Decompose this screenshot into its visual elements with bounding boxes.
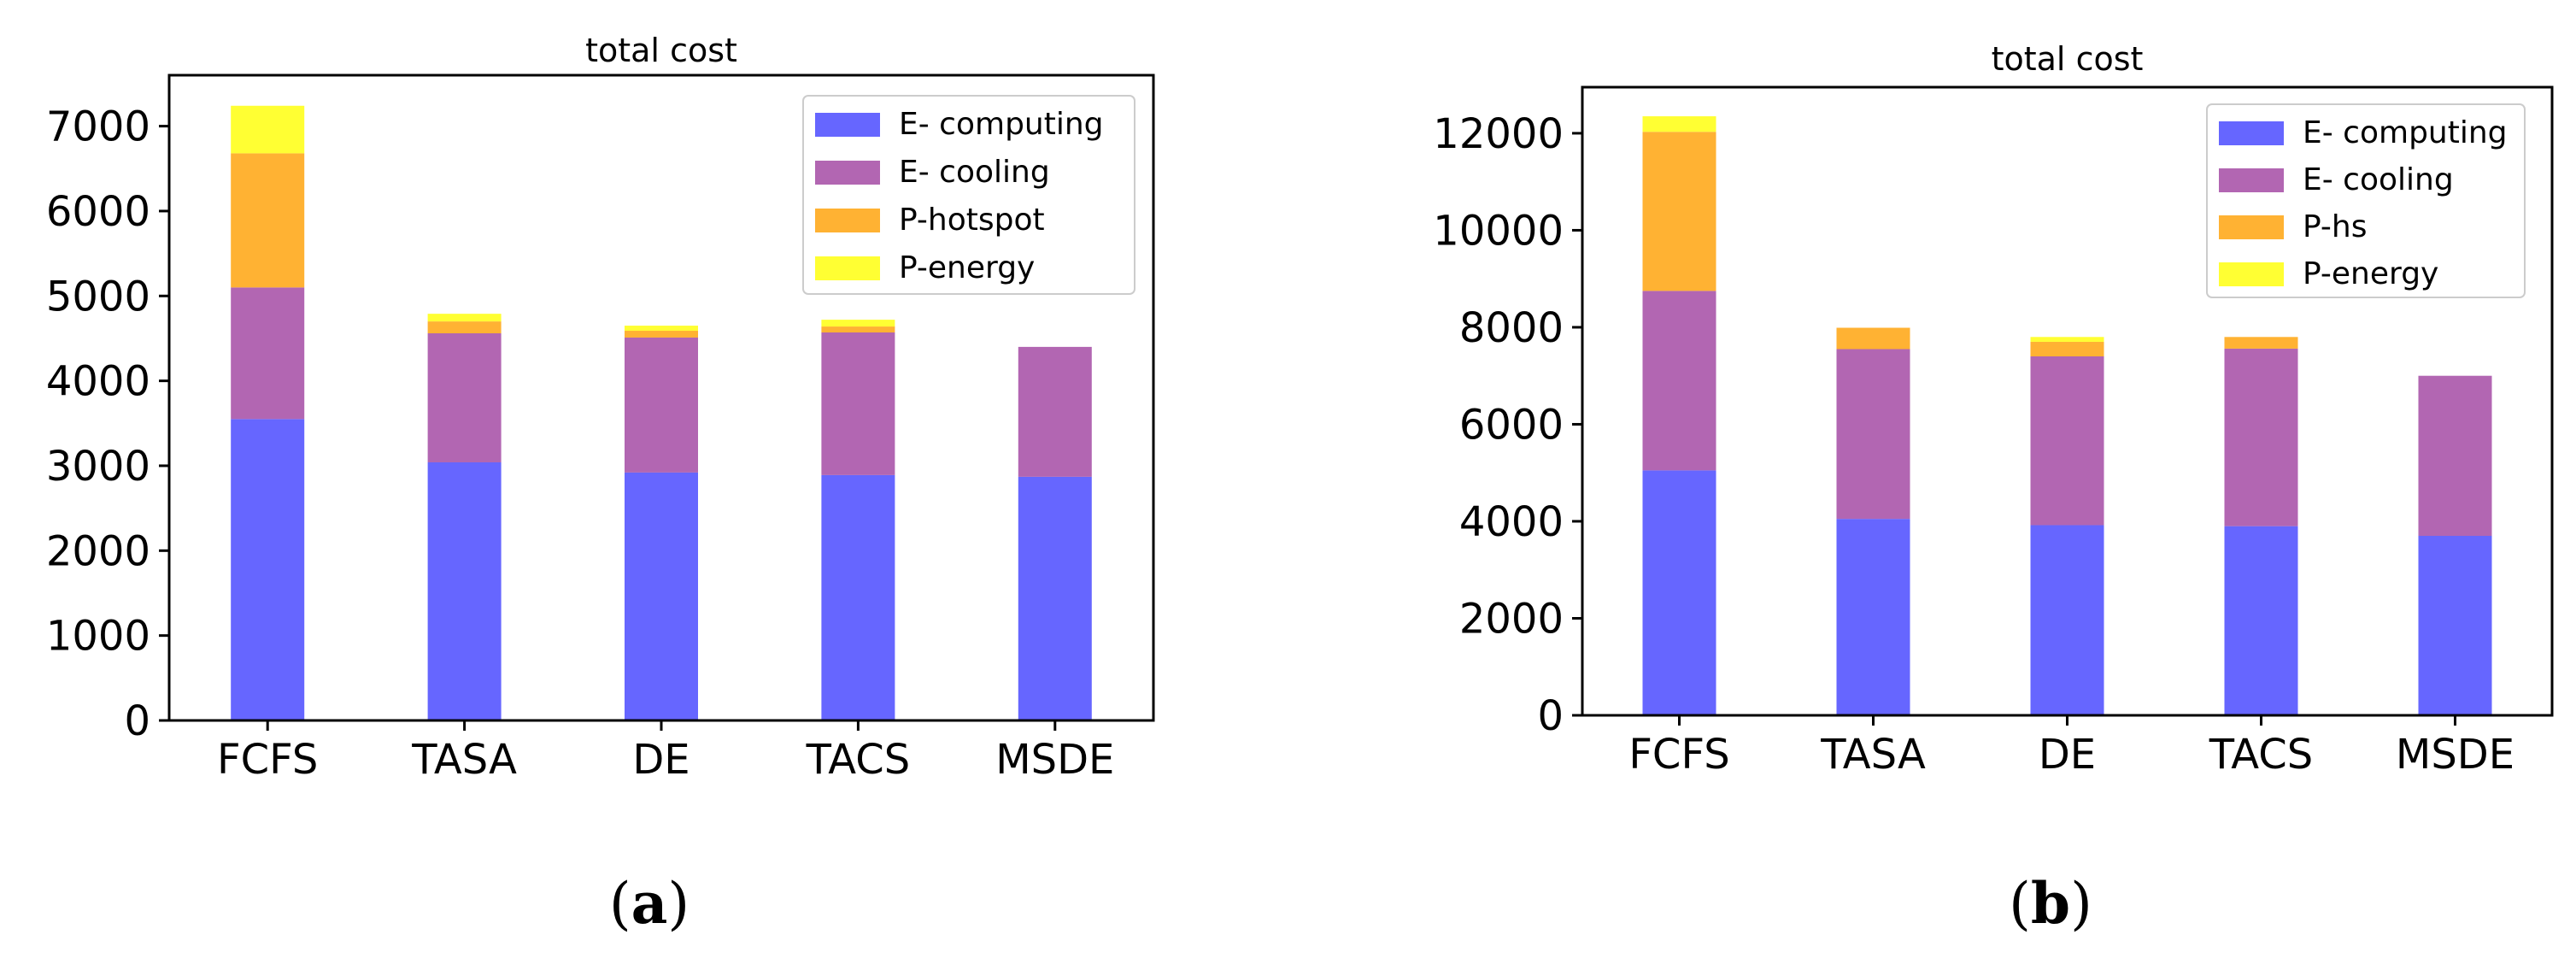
bar-tasa-e-cooling <box>1836 349 1910 520</box>
panel-label-open-paren: ( <box>609 871 631 937</box>
legend-label: E- cooling <box>2303 162 2454 197</box>
y-tick-label: 2000 <box>46 527 150 575</box>
bar-msde-e-computing <box>2418 536 2492 715</box>
y-tick-label: 7000 <box>46 103 150 151</box>
legend-label: P-energy <box>899 250 1035 285</box>
legend-label: E- cooling <box>899 155 1050 190</box>
x-tick-label-tacs: TACS <box>2209 731 2314 779</box>
legend-swatch <box>2219 121 2284 145</box>
x-tick-label-fcfs: FCFS <box>1628 731 1729 779</box>
legend-box <box>2206 103 2526 298</box>
y-tick-label: 1000 <box>46 613 150 661</box>
x-tick-label-tasa: TASA <box>1820 731 1926 779</box>
bar-msde-e-computing <box>1018 476 1092 720</box>
bar-tacs-e-computing <box>2224 526 2298 715</box>
bar-fcfs-p-energy <box>231 105 305 154</box>
legend: E- computing E- cooling P-hs P-energy <box>2206 103 2526 298</box>
bar-de-e-cooling <box>625 337 698 473</box>
bar-fcfs-e-cooling <box>1642 291 1716 471</box>
x-tick-label-msde: MSDE <box>2396 731 2514 779</box>
bar-tasa-p-hs <box>1836 327 1910 350</box>
bar-de-p-energy <box>625 326 698 332</box>
bar-tasa-e-computing <box>427 462 502 720</box>
bar-msde-e-cooling <box>2418 375 2492 536</box>
legend-swatch <box>2219 262 2284 286</box>
bar-msde-e-cooling <box>1018 346 1092 477</box>
x-tick-label-de: DE <box>632 736 689 784</box>
y-tick-label: 6000 <box>1459 401 1564 449</box>
x-tick-label-tasa: TASA <box>411 736 517 784</box>
y-tick-label: 4000 <box>1459 498 1564 546</box>
chart-panel-b: total cost 0 2000 4000 6000 8000 10000 12000 FCF… <box>1433 40 2554 937</box>
bar-de-p-hs <box>2030 341 2104 356</box>
bar-tacs-e-cooling <box>2224 348 2298 526</box>
x-tick-label-fcfs: FCFS <box>217 736 318 784</box>
legend-swatch <box>2219 215 2284 239</box>
panel-label-letter: b <box>2031 870 2070 937</box>
bar-fcfs-e-cooling <box>231 287 305 420</box>
bar-tasa-p-hotspot <box>427 321 502 333</box>
bar-de-p-energy <box>2030 337 2104 342</box>
y-tick-label: 8000 <box>1459 304 1564 352</box>
bar-de-e-cooling <box>2030 356 2104 526</box>
legend-box <box>802 95 1135 295</box>
legend-label: P-hotspot <box>899 203 1045 238</box>
panel-label-close-paren: ) <box>2070 871 2092 937</box>
legend-swatch <box>815 113 880 137</box>
bar-tasa-p-energy <box>427 314 502 322</box>
legend-swatch <box>2219 168 2284 192</box>
legend-swatch <box>815 161 880 185</box>
bar-tacs-p-hotspot <box>821 326 895 333</box>
bar-fcfs-e-computing <box>1642 470 1716 715</box>
bar-fcfs-p-energy <box>1642 116 1716 132</box>
legend: E- computing E- cooling P-hotspot P-energy <box>802 95 1135 295</box>
bar-fcfs-e-computing <box>231 419 305 720</box>
y-tick-label: 4000 <box>46 358 150 406</box>
bar-fcfs-p-hotspot <box>231 153 305 288</box>
bar-tasa-e-cooling <box>427 333 502 462</box>
y-tick-label: 2000 <box>1459 595 1564 643</box>
y-tick-label: 0 <box>124 697 150 745</box>
chart-title: total cost <box>1992 40 2144 78</box>
bar-tasa-e-computing <box>1836 519 1910 715</box>
chart-panel-a: total cost 0 1000 2000 3000 4000 5000 6000 7000 F… <box>46 32 1155 937</box>
legend-label: E- computing <box>899 107 1104 142</box>
bar-fcfs-p-hs <box>1642 132 1716 291</box>
legend-label: P-energy <box>2303 256 2438 291</box>
panel-label: (a) <box>609 870 689 937</box>
panel-label-open-paren: ( <box>2009 871 2031 937</box>
y-tick-label: 6000 <box>46 188 150 236</box>
y-tick-label: 10000 <box>1433 207 1564 255</box>
y-tick-label: 12000 <box>1433 110 1564 158</box>
legend-label: P-hs <box>2303 209 2367 244</box>
y-tick-label: 0 <box>1537 692 1564 740</box>
y-tick-label: 3000 <box>46 443 150 491</box>
y-tick-label: 5000 <box>46 273 150 320</box>
bar-de-e-computing <box>2030 525 2104 715</box>
panel-label-close-paren: ) <box>667 871 689 937</box>
x-tick-label-de: DE <box>2039 731 2096 779</box>
x-tick-label-msde: MSDE <box>995 736 1114 784</box>
legend-swatch <box>815 256 880 280</box>
legend-swatch <box>815 209 880 232</box>
chart-title: total cost <box>585 32 737 69</box>
bar-tacs-e-computing <box>821 474 895 720</box>
bar-tacs-p-energy <box>821 320 895 327</box>
bar-de-e-computing <box>625 472 698 720</box>
legend-label: E- computing <box>2303 115 2508 150</box>
bar-tacs-p-hs <box>2224 337 2298 349</box>
bar-tacs-e-cooling <box>821 332 895 475</box>
panel-label-letter: a <box>631 870 668 937</box>
bar-de-p-hotspot <box>625 331 698 338</box>
x-tick-label-tacs: TACS <box>806 736 911 784</box>
panel-label: (b) <box>2009 870 2092 937</box>
